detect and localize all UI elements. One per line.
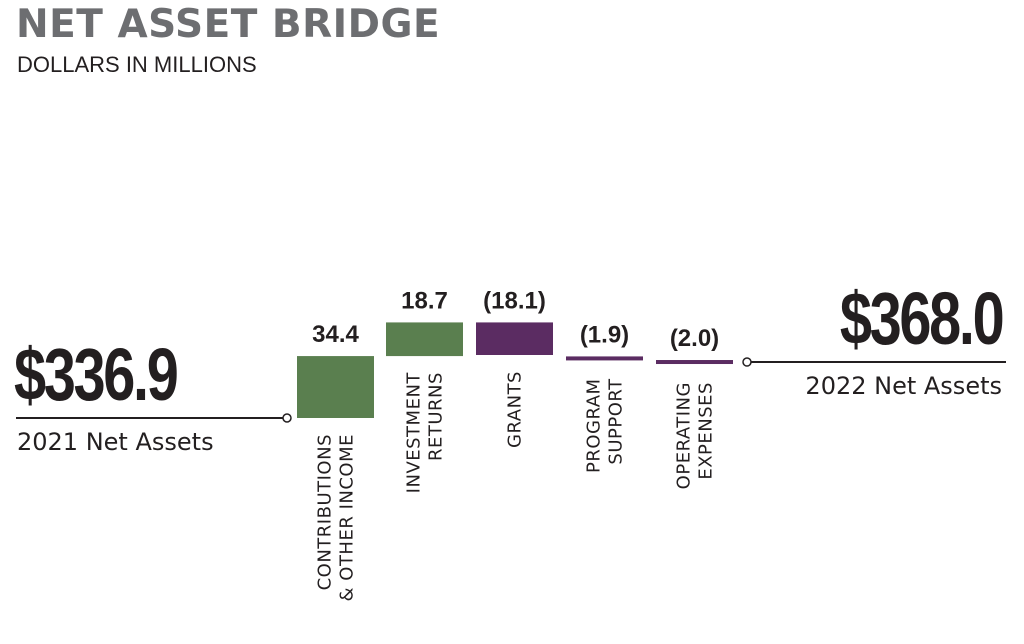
bar-1 — [386, 322, 463, 357]
start-total-value: $336.9 — [14, 333, 179, 416]
category-label-0: CONTRIBUTIONS& OTHER INCOME — [315, 434, 358, 601]
category-label-4: OPERATINGEXPENSES — [674, 382, 717, 489]
end-total-label: 2022 Net Assets — [805, 372, 1002, 400]
value-label-2: (18.1) — [483, 287, 546, 314]
bar-4 — [656, 360, 733, 365]
value-label-1: 18.7 — [401, 287, 448, 314]
category-label-line: GRANTS — [505, 371, 526, 448]
end-connector-dot — [742, 357, 752, 367]
start-total-label: 2021 Net Assets — [17, 428, 214, 456]
category-label-line: RETURNS — [426, 372, 447, 461]
start-connector-dot — [282, 413, 292, 423]
category-label-1: INVESTMENTRETURNS — [404, 372, 447, 494]
bar-3 — [566, 356, 643, 361]
category-label-line: PROGRAM — [584, 378, 605, 473]
value-label-3: (1.9) — [580, 321, 629, 348]
category-label-line: INVESTMENT — [404, 372, 425, 494]
category-label-2: GRANTS — [505, 371, 526, 448]
bar-0 — [297, 356, 374, 418]
category-label-line: SUPPORT — [606, 378, 627, 465]
category-label-line: CONTRIBUTIONS — [315, 434, 336, 590]
category-label-line: & OTHER INCOME — [337, 434, 358, 601]
end-total-value: $368.0 — [839, 277, 1004, 360]
category-label-3: PROGRAMSUPPORT — [584, 378, 627, 473]
value-label-0: 34.4 — [312, 321, 359, 348]
category-label-line: EXPENSES — [696, 382, 717, 480]
chart-subtitle: DOLLARS IN MILLIONS — [17, 52, 257, 77]
chart-title: NET ASSET BRIDGE — [16, 2, 441, 47]
category-label-line: OPERATING — [674, 382, 695, 489]
bar-2 — [476, 322, 553, 355]
value-label-4: (2.0) — [670, 325, 719, 352]
